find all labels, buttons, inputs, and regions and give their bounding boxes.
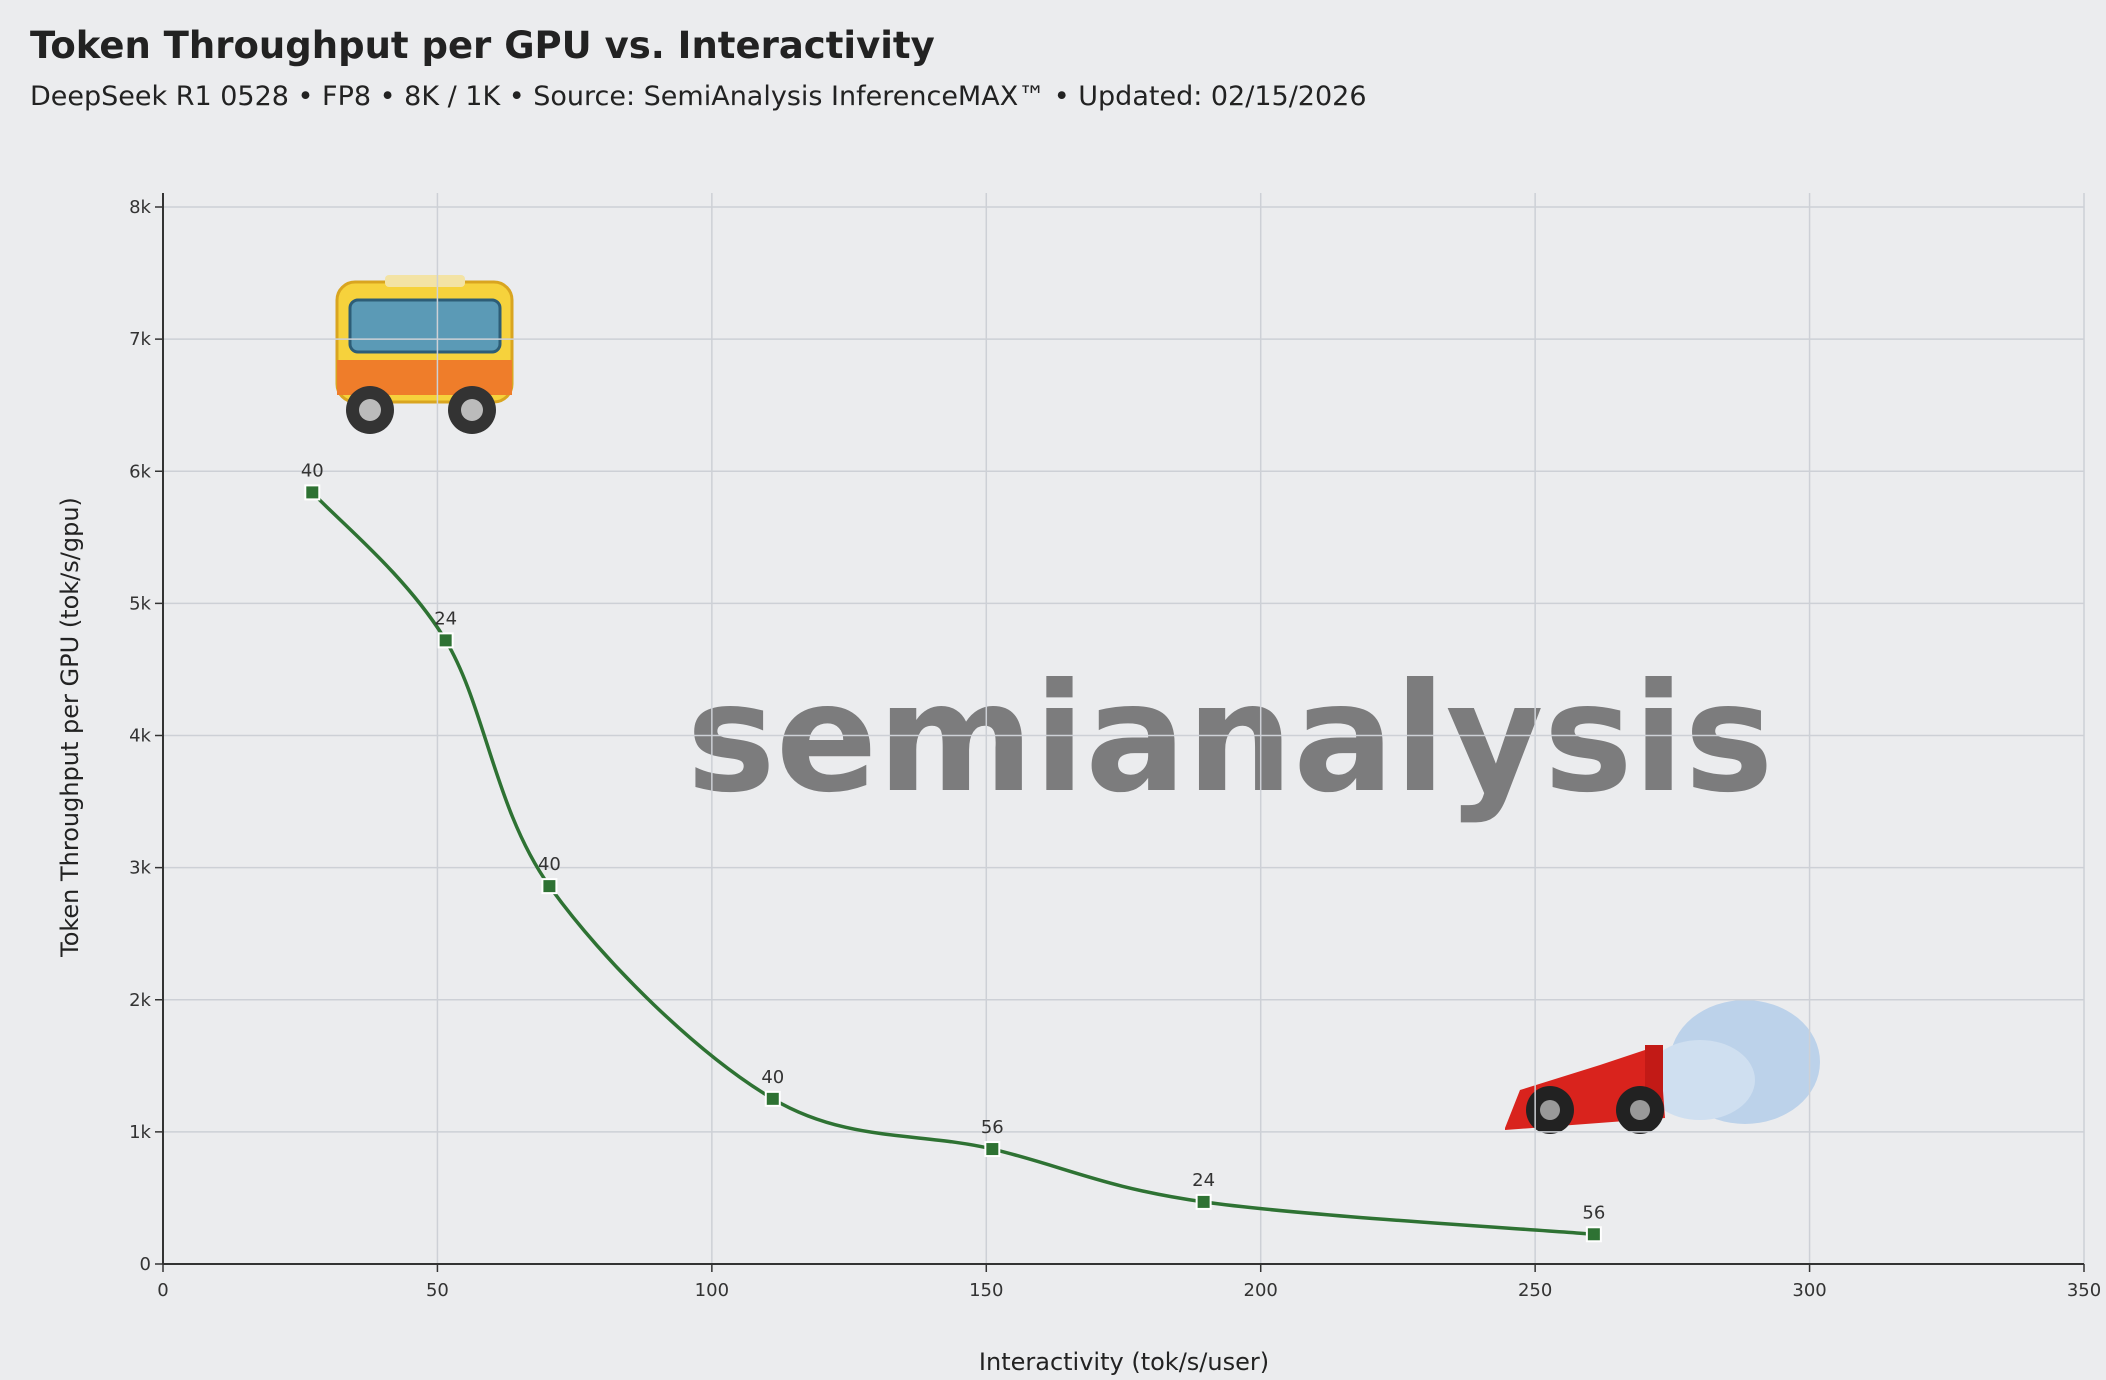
data-label: 40 xyxy=(761,1067,784,1088)
x-tick-label: 0 xyxy=(157,1280,168,1301)
y-tick-label: 2k xyxy=(129,990,151,1011)
y-tick-label: 3k xyxy=(129,858,151,879)
data-point xyxy=(1195,1193,1212,1210)
watermark: semianalysis xyxy=(686,652,1773,826)
x-tick-label: 200 xyxy=(1244,1280,1278,1301)
data-label: 24 xyxy=(1192,1170,1215,1191)
x-tick-label: 250 xyxy=(1518,1280,1552,1301)
x-axis-label: Interactivity (tok/s/user) xyxy=(979,1348,1269,1376)
data-label: 40 xyxy=(538,854,561,875)
x-tick-label: 50 xyxy=(426,1280,449,1301)
data-point xyxy=(541,878,558,895)
bus-icon xyxy=(335,275,514,434)
x-tick-label: 300 xyxy=(1792,1280,1826,1301)
data-label: 24 xyxy=(434,608,457,629)
x-tick-label: 150 xyxy=(969,1280,1003,1301)
x-tick-label: 100 xyxy=(695,1280,729,1301)
y-tick-label: 0 xyxy=(140,1254,151,1275)
y-tick-label: 4k xyxy=(129,726,151,747)
y-tick-label: 7k xyxy=(129,329,151,350)
data-label: 40 xyxy=(301,460,324,481)
y-tick-label: 8k xyxy=(129,197,151,218)
data-point xyxy=(764,1090,781,1107)
y-tick-label: 1k xyxy=(129,1122,151,1143)
x-tick-label: 350 xyxy=(2067,1280,2101,1301)
data-point xyxy=(1585,1226,1602,1243)
y-tick-label: 6k xyxy=(129,461,151,482)
data-point xyxy=(304,484,321,501)
data-label: 56 xyxy=(1582,1202,1605,1223)
data-label: 56 xyxy=(981,1117,1004,1138)
chart-subtitle: DeepSeek R1 0528 • FP8 • 8K / 1K • Sourc… xyxy=(30,81,1367,112)
y-tick-label: 5k xyxy=(129,593,151,614)
y-axis-label: Token Throughput per GPU (tok/s/gpu) xyxy=(56,497,84,958)
data-point xyxy=(984,1141,1001,1158)
data-point xyxy=(437,632,454,649)
race-car-icon xyxy=(1505,1000,1820,1134)
chart-title: Token Throughput per GPU vs. Interactivi… xyxy=(30,24,935,67)
